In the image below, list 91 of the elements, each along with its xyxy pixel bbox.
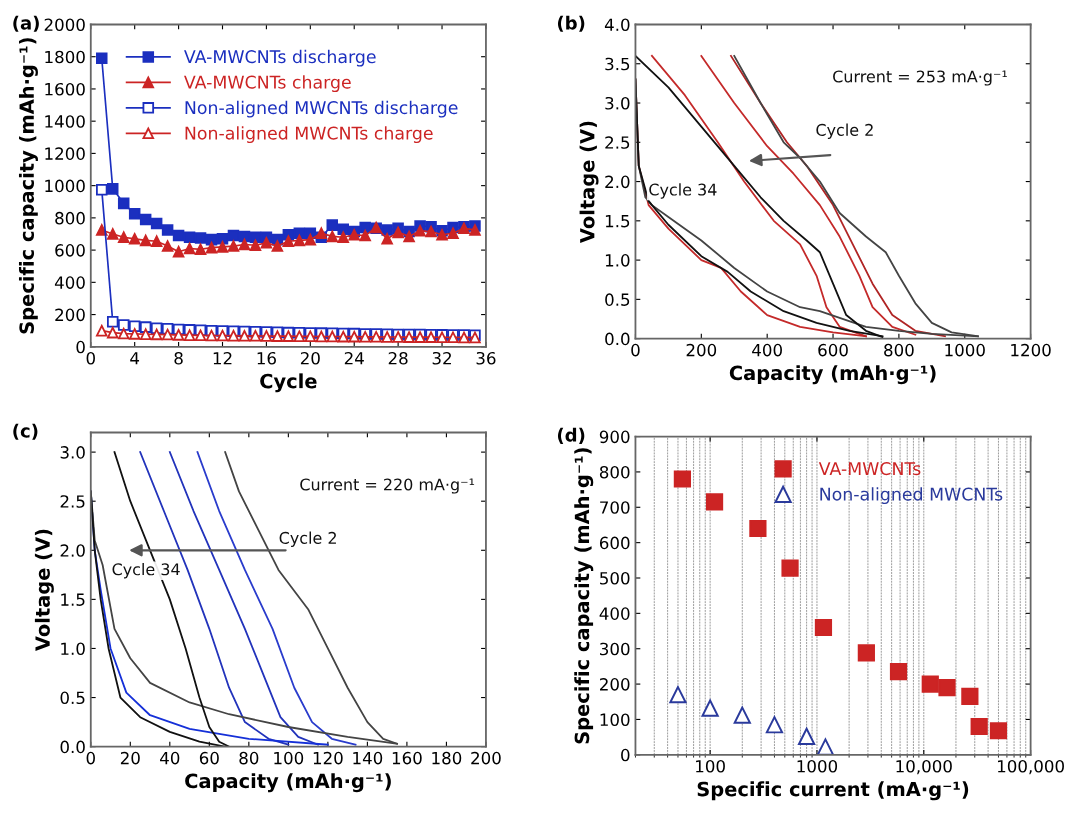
y-axis-title: Voltage (V)	[34, 529, 54, 652]
annotation: Current = 253 mA·g⁻¹	[833, 70, 1007, 86]
y-tick-label: 1000	[45, 179, 85, 193]
x-tick-label: 100	[274, 751, 304, 765]
x-tick-label: 0	[631, 343, 640, 357]
legend-label: VA-MWCNTs discharge	[184, 49, 376, 67]
x-tick-label: 1000	[945, 343, 985, 357]
x-tick-label: 100	[696, 759, 725, 773]
y-tick-label: 400	[599, 607, 630, 620]
annotation: Cycle 34	[112, 562, 180, 579]
y-tick-label: 500	[600, 571, 630, 585]
y-tick-label: 2.0	[605, 175, 630, 189]
y-tick-label: 700	[600, 501, 630, 514]
x-tick-label: 20	[120, 751, 140, 765]
annotation: Cycle 2	[816, 123, 873, 140]
x-tick-label: 140	[353, 751, 383, 765]
x-tick-label: 200	[686, 343, 717, 357]
x-tick-label: 4	[130, 352, 140, 365]
y-tick-label: 2.5	[605, 136, 630, 149]
chart-title: (c)	[13, 423, 38, 440]
x-tick-label: 40	[160, 751, 180, 765]
y-tick-label: 800	[55, 211, 85, 225]
y-tick-label: 0.0	[60, 740, 85, 754]
x-tick-label: 16	[257, 351, 276, 365]
x-tick-label: 600	[818, 343, 848, 357]
x-tick-label: 12	[213, 351, 232, 365]
chart-title: (a)	[13, 15, 39, 32]
legend-label: Non-aligned MWCNTs	[820, 487, 1003, 505]
annotation: Cycle 2	[279, 531, 336, 548]
y-tick-label: 100	[600, 713, 630, 727]
y-tick-label: 3.5	[605, 57, 630, 71]
y-tick-label: 3.0	[605, 96, 630, 110]
legend-label: Non-aligned MWCNTs discharge	[185, 100, 458, 118]
x-tick-label: 10,000	[896, 759, 952, 775]
y-tick-label: 2.0	[60, 544, 85, 557]
y-tick-label: 900	[599, 430, 630, 444]
x-tick-label: 0	[86, 751, 95, 765]
y-tick-label: 800	[599, 465, 630, 479]
annotation: Current = 220 mA·g⁻¹	[300, 478, 475, 494]
y-tick-label: 1.0	[61, 642, 85, 656]
x-tick-label: 20	[300, 351, 320, 365]
x-tick-label: 1200	[1011, 343, 1051, 357]
x-tick-label: 24	[344, 351, 364, 365]
annotation: Cycle 34	[649, 183, 717, 199]
x-tick-label: 100,000	[997, 759, 1064, 775]
x-axis-title: Specific current (mA·g⁻¹)	[697, 781, 969, 801]
x-tick-label: 80	[239, 751, 259, 765]
x-tick-label: 32	[432, 351, 451, 365]
legend-label: VA-MWCNTs charge	[184, 75, 351, 93]
y-tick-label: 1.5	[61, 593, 85, 606]
y-tick-label: 1.0	[605, 254, 630, 267]
y-tick-label: 0.5	[60, 691, 85, 705]
y-axis-title: Specific capacity (mAh·g⁻¹)	[18, 38, 38, 334]
x-tick-label: 180	[432, 751, 462, 765]
x-tick-label: 36	[476, 351, 496, 365]
legend-label: Non-aligned MWCNTs charge	[185, 126, 433, 144]
y-tick-label: 1200	[45, 147, 85, 160]
y-tick-label: 2.5	[60, 495, 85, 508]
x-axis-title: Capacity (mAh·g⁻¹)	[185, 773, 391, 793]
x-tick-label: 28	[388, 351, 408, 365]
y-tick-label: 4.0	[604, 18, 630, 32]
y-tick-label: 0.0	[605, 332, 630, 346]
y-tick-label: 1.5	[605, 215, 630, 228]
y-tick-label: 200	[600, 678, 630, 691]
y-tick-label: 600	[599, 536, 630, 550]
x-tick-label: 8	[174, 351, 183, 365]
x-tick-label: 1000	[797, 759, 838, 773]
legend-label: VA-MWCNTs	[818, 462, 921, 476]
x-tick-label: 60	[199, 751, 219, 765]
x-tick-label: 0	[86, 351, 95, 365]
x-axis-title: Cycle	[260, 373, 317, 393]
y-tick-label: 1400	[45, 115, 85, 128]
x-tick-label: 160	[392, 751, 422, 765]
y-tick-label: 2000	[44, 18, 85, 32]
y-axis-title: Specific capacity (mAh·g⁻¹)	[574, 448, 594, 744]
y-tick-label: 3.0	[60, 446, 85, 459]
x-tick-label: 200	[471, 751, 501, 765]
y-tick-label: 1800	[45, 50, 85, 64]
y-tick-label: 300	[600, 642, 630, 656]
x-tick-label: 400	[752, 343, 782, 357]
y-axis-title: Voltage (V)	[579, 121, 599, 244]
y-tick-label: 1600	[45, 82, 85, 96]
chart-title: (d)	[557, 427, 585, 444]
y-tick-label: 600	[55, 244, 85, 257]
x-axis-title: Capacity (mAh·g⁻¹)	[729, 365, 936, 385]
x-tick-label: 800	[884, 343, 914, 357]
x-tick-label: 120	[313, 751, 343, 765]
y-tick-label: 200	[55, 308, 85, 322]
chart-title: (b)	[557, 15, 585, 32]
y-tick-label: 400	[54, 276, 85, 289]
y-tick-label: 0.5	[605, 293, 630, 306]
